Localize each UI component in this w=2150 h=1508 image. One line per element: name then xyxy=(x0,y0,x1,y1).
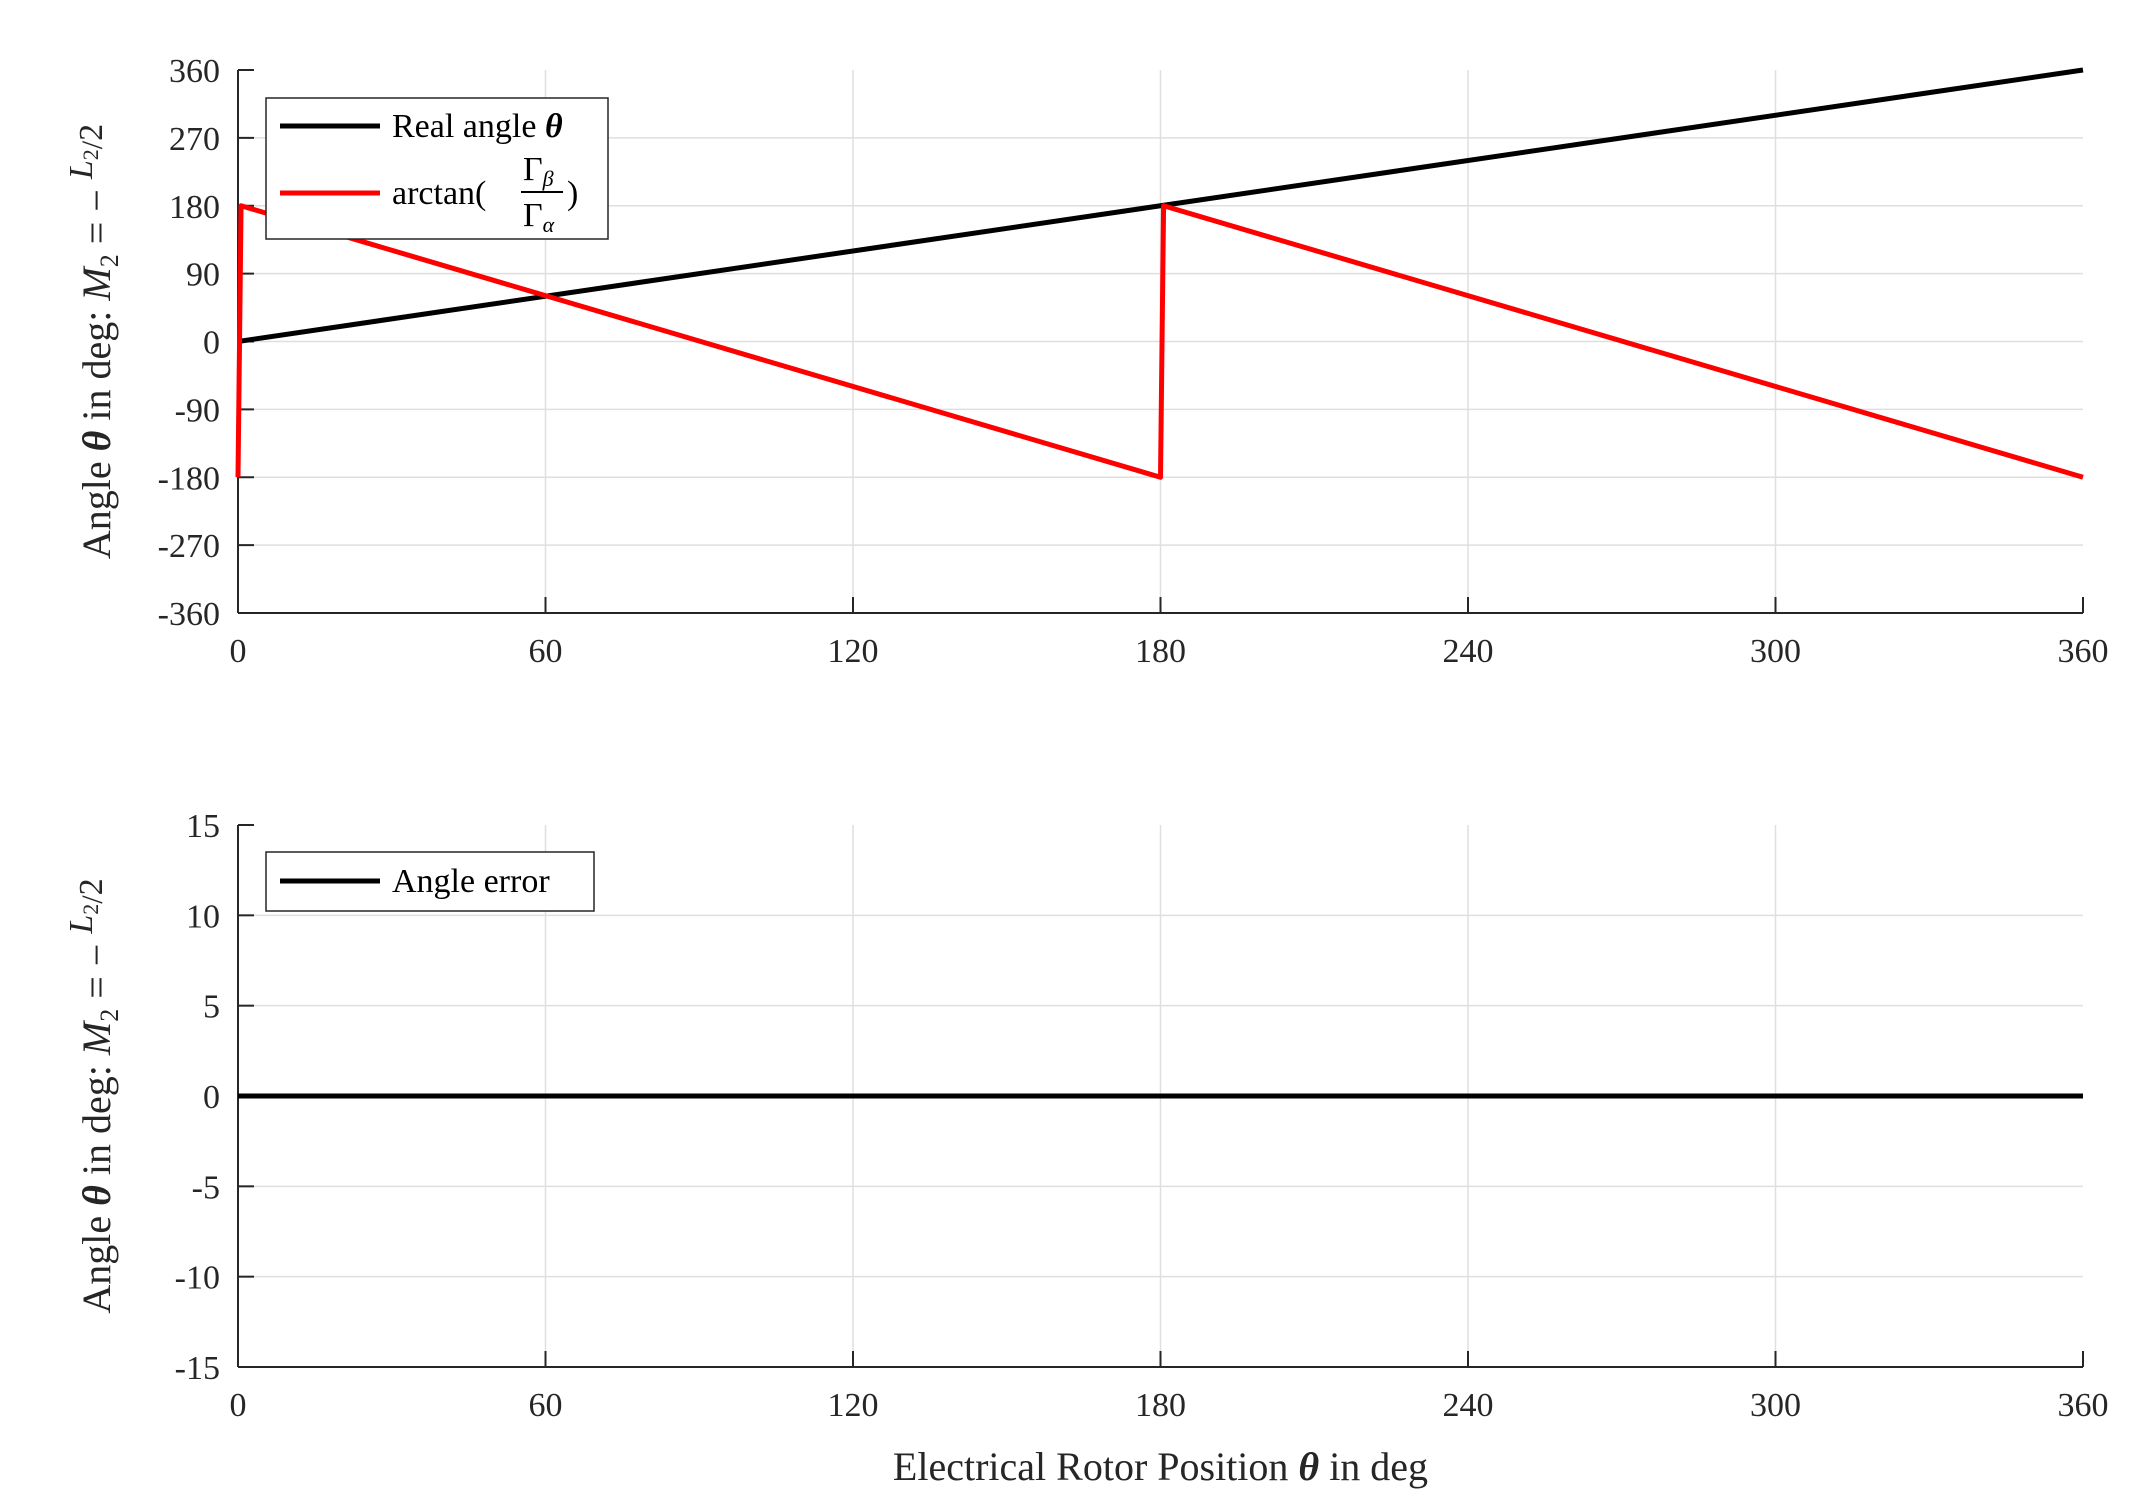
y-tick-label: 10 xyxy=(186,898,220,935)
y-axis-label: Angle θ in deg: M2 = − L2/2 xyxy=(63,124,124,559)
y-tick-label: 0 xyxy=(203,325,220,362)
x-tick-label: 0 xyxy=(230,633,247,670)
x-tick-label: 240 xyxy=(1443,1387,1494,1424)
legend-fraction-denominator: Γα xyxy=(523,197,555,237)
y-tick-label: -15 xyxy=(175,1350,220,1387)
y-tick-label: -90 xyxy=(175,392,220,429)
x-tick-label: 360 xyxy=(2058,1387,2109,1424)
legend-box xyxy=(265,97,609,240)
x-tick-label: 60 xyxy=(529,633,563,670)
chart-1: 0 60 120 180 240 300 360 360 270 180 90 0 -90 -180 -27… xyxy=(63,53,2109,670)
legend-label-real-angle: Real angle θ xyxy=(392,108,563,145)
x-tick-label: 60 xyxy=(529,1387,563,1424)
y-tick-label: 270 xyxy=(169,121,220,158)
x-tick-label: 360 xyxy=(2058,633,2109,670)
x-axis-label: Electrical Rotor Position θ in deg xyxy=(893,1444,1428,1489)
chart-2: 0 60 120 180 240 300 360 15 10 5 0 -5 -10 -15 Angle θ … xyxy=(63,808,2109,1489)
x-tick-label: 240 xyxy=(1443,633,1494,670)
x-tick-label: 120 xyxy=(828,633,879,670)
legend-label-angle-error: Angle error xyxy=(392,863,550,900)
series-line-2 xyxy=(235,203,2084,480)
legend-label-arctan: arctan( xyxy=(392,175,486,212)
y-tick-label: 5 xyxy=(203,989,220,1026)
legend-close-paren: ) xyxy=(567,175,578,212)
y-tick-label: -360 xyxy=(158,596,220,633)
legend-fraction-numerator: Γβ xyxy=(523,151,554,191)
x-tick-label: 300 xyxy=(1750,633,1801,670)
y-tick-label: 360 xyxy=(169,53,220,90)
x-tick-label: 180 xyxy=(1135,633,1186,670)
y-tick-label: 90 xyxy=(186,257,220,294)
y-tick-label: 0 xyxy=(203,1079,220,1116)
y-tick-label: 180 xyxy=(169,189,220,226)
y-axis-label: Angle θ in deg: M2 = − L2/2 xyxy=(63,878,124,1313)
x-tick-label: 0 xyxy=(230,1387,247,1424)
y-tick-label: -5 xyxy=(192,1169,220,1206)
legend: Real angle θ arctan( Γβ Γα) xyxy=(265,97,609,240)
x-tick-label: 300 xyxy=(1750,1387,1801,1424)
y-tick-label: 15 xyxy=(186,808,220,845)
legend: Angle error xyxy=(265,851,595,912)
y-tick-label: -180 xyxy=(158,460,220,497)
y-tick-label: -10 xyxy=(175,1260,220,1297)
x-tick-label: 180 xyxy=(1135,1387,1186,1424)
y-tick-label: -270 xyxy=(158,528,220,565)
x-tick-label: 120 xyxy=(828,1387,879,1424)
